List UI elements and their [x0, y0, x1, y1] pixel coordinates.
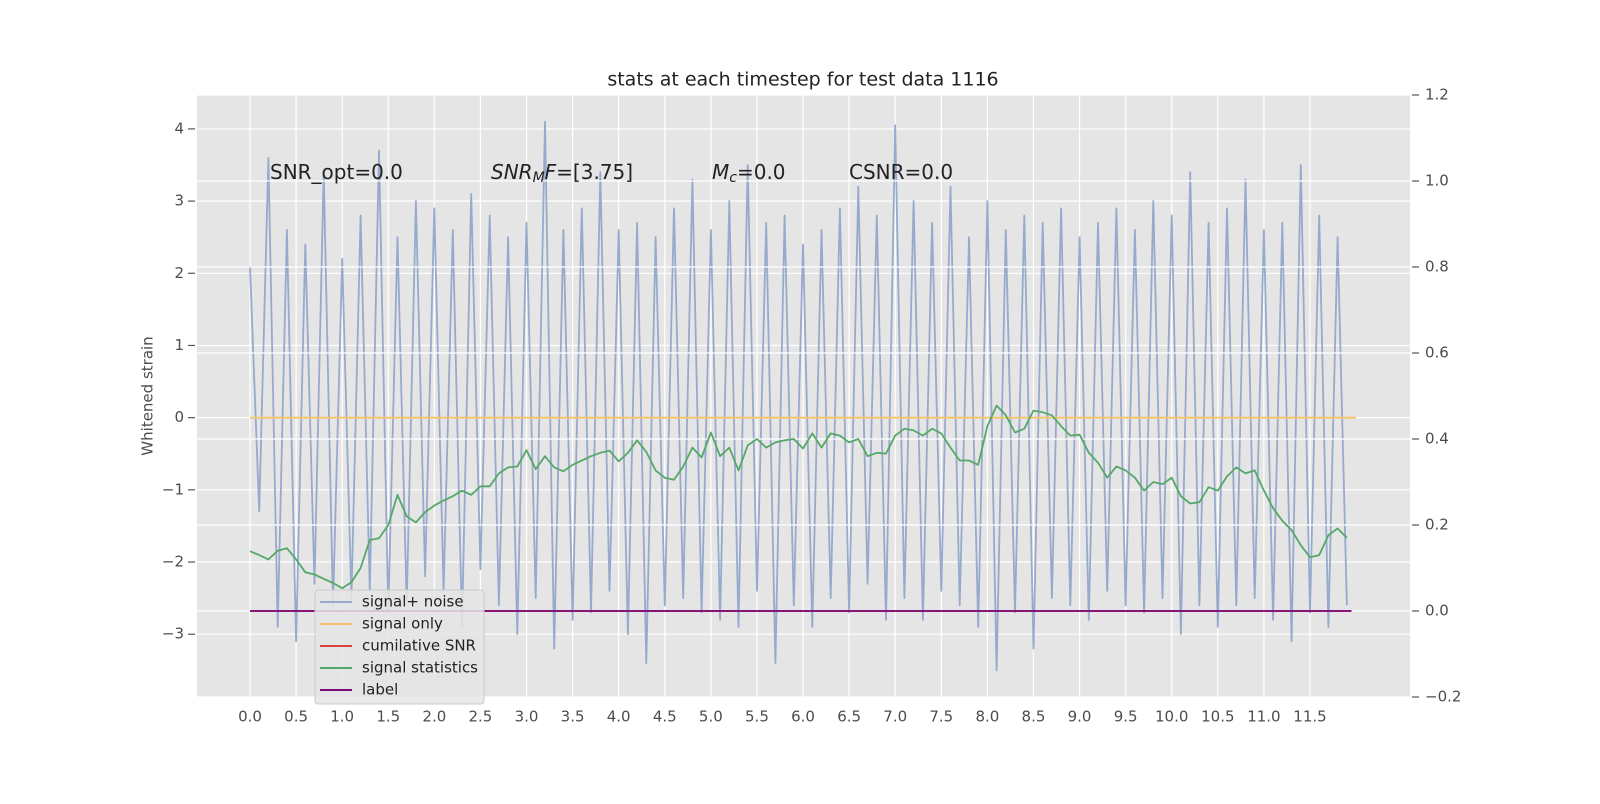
legend-label: signal only — [362, 615, 443, 633]
y2-tick-label: 0.8 — [1425, 258, 1449, 276]
annotation-part: M — [533, 170, 545, 186]
y-tick-label: −3 — [162, 625, 184, 643]
x-tick-label: 10.0 — [1155, 708, 1188, 726]
x-tick-label: 5.0 — [699, 708, 723, 726]
x-tick-label: 0.0 — [238, 708, 262, 726]
y-tick-label: 4 — [174, 119, 184, 137]
x-tick-label: 3.5 — [561, 708, 585, 726]
annotation-part: M — [712, 160, 729, 184]
annotation: Mc=0.0 — [712, 160, 786, 187]
x-tick-label: 11.5 — [1293, 708, 1326, 726]
annotation-part: SNR — [491, 160, 533, 184]
annotation-part: SNR_opt=0.0 — [270, 160, 403, 184]
chart-title: stats at each timestep for test data 111… — [607, 69, 998, 91]
x-tick-label: 8.0 — [975, 708, 999, 726]
x-tick-label: 1.5 — [376, 708, 400, 726]
annotation-part: F — [545, 160, 557, 184]
annotation-part: =0.0 — [737, 160, 786, 184]
annotation: SNRMF=[3.75] — [491, 160, 633, 187]
x-tick-label: 3.0 — [515, 708, 539, 726]
series-line — [249, 404, 1348, 590]
y2-tick-label: 0.4 — [1425, 430, 1449, 448]
x-tick-label: 8.5 — [1022, 708, 1046, 726]
legend-label: signal+ noise — [362, 593, 464, 611]
legend-label: label — [362, 681, 398, 699]
y2-tick-label: 0.0 — [1425, 602, 1449, 620]
y-tick-label: 2 — [174, 264, 184, 282]
annotation-part: c — [729, 170, 737, 186]
x-tick-label: 2.5 — [469, 708, 493, 726]
y-tick-label: −1 — [162, 480, 184, 498]
x-tick-label: 4.0 — [607, 708, 631, 726]
y2-tick-label: 0.2 — [1425, 516, 1449, 534]
x-tick-label: 10.5 — [1201, 708, 1234, 726]
x-tick-label: 9.5 — [1114, 708, 1138, 726]
x-tick-label: 6.0 — [791, 708, 815, 726]
y-axis-label: Whitened strain — [139, 336, 157, 455]
x-tick-label: 6.5 — [837, 708, 861, 726]
y2-tick-label: 1.0 — [1425, 172, 1449, 190]
annotation: SNR_opt=0.0 — [270, 160, 403, 184]
x-tick-label: 4.5 — [653, 708, 677, 726]
y2-tick-label: 0.6 — [1425, 344, 1449, 362]
y-tick-label: 3 — [174, 192, 184, 210]
x-tick-label: 9.0 — [1068, 708, 1092, 726]
series-line — [249, 120, 1348, 672]
y2-tick-label: 1.2 — [1425, 86, 1449, 104]
x-tick-label: 7.0 — [883, 708, 907, 726]
x-tick-label: 1.0 — [330, 708, 354, 726]
legend-label: cumilative SNR — [362, 637, 476, 655]
annotation: CSNR=0.0 — [849, 160, 953, 184]
y2-tick-label: −0.2 — [1425, 688, 1461, 706]
x-tick-label: 7.5 — [929, 708, 953, 726]
y-tick-label: 1 — [174, 336, 184, 354]
x-tick-label: 11.0 — [1247, 708, 1280, 726]
x-tick-label: 0.5 — [284, 708, 308, 726]
x-tick-label: 5.5 — [745, 708, 769, 726]
y-tick-label: −2 — [162, 553, 184, 571]
annotation-part: CSNR=0.0 — [849, 160, 953, 184]
y-tick-label: 0 — [174, 408, 184, 426]
legend-label: signal statistics — [362, 659, 478, 677]
x-tick-label: 2.0 — [422, 708, 446, 726]
legend-box — [314, 589, 485, 705]
annotation-part: =[3.75] — [556, 160, 633, 184]
